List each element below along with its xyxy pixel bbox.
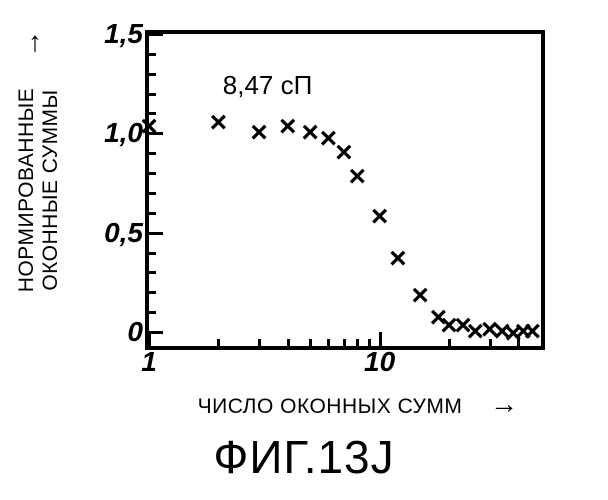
figure-container: ↑ НОРМИРОВАННЫЕ ОКОННЫЕ СУММЫ 8,47 сП 00… <box>0 0 608 500</box>
data-point-marker: × <box>140 112 158 142</box>
y-minor-tick <box>149 192 156 195</box>
x-minor-tick <box>343 339 346 346</box>
x-minor-tick <box>368 339 371 346</box>
y-minor-tick <box>149 271 156 274</box>
y-minor-tick <box>149 152 156 155</box>
x-minor-tick <box>217 339 220 346</box>
y-minor-tick <box>149 73 156 76</box>
y-minor-tick <box>149 172 156 175</box>
data-point-marker: × <box>210 108 228 138</box>
x-tick-label: 1 <box>141 346 157 378</box>
x-minor-tick <box>356 339 359 346</box>
y-minor-tick <box>149 291 156 294</box>
x-tick-mark <box>148 332 151 346</box>
x-axis-arrow-icon: → <box>490 390 518 418</box>
data-point-marker: × <box>301 118 319 148</box>
data-point-marker: × <box>411 281 429 311</box>
data-point-marker: × <box>348 162 366 192</box>
y-tick-label: 1,5 <box>104 18 143 50</box>
data-point-marker: × <box>389 244 407 274</box>
annotation-text: 8,47 сП <box>223 70 313 101</box>
plot-area: 8,47 сП 00,51,01,5110×××××××××××××××××××… <box>145 30 545 350</box>
y-tick-mark <box>149 331 163 334</box>
y-minor-tick <box>149 311 156 314</box>
x-minor-tick <box>287 339 290 346</box>
y-minor-tick <box>149 93 156 96</box>
y-tick-label: 1,0 <box>104 117 143 149</box>
data-point-marker: × <box>279 112 297 142</box>
y-tick-label: 0 <box>127 316 143 348</box>
y-minor-tick <box>149 212 156 215</box>
y-tick-mark <box>149 232 163 235</box>
figure-caption: ФИГ.13J <box>0 430 608 484</box>
data-point-marker: × <box>250 118 268 148</box>
x-tick-mark <box>379 332 382 346</box>
x-minor-tick <box>309 339 312 346</box>
x-minor-tick <box>327 339 330 346</box>
data-point-marker: × <box>371 202 389 232</box>
x-minor-tick <box>258 339 261 346</box>
y-tick-mark <box>149 33 163 36</box>
y-minor-tick <box>149 53 156 56</box>
x-axis-label: ЧИСЛО ОКОННЫХ СУММ <box>150 395 510 419</box>
y-minor-tick <box>149 252 156 255</box>
y-axis-label: НОРМИРОВАННЫЕ ОКОННЫЕ СУММЫ <box>15 40 63 340</box>
y-tick-label: 0,5 <box>104 217 143 249</box>
x-tick-label: 10 <box>364 346 395 378</box>
data-point-marker: × <box>524 317 542 347</box>
